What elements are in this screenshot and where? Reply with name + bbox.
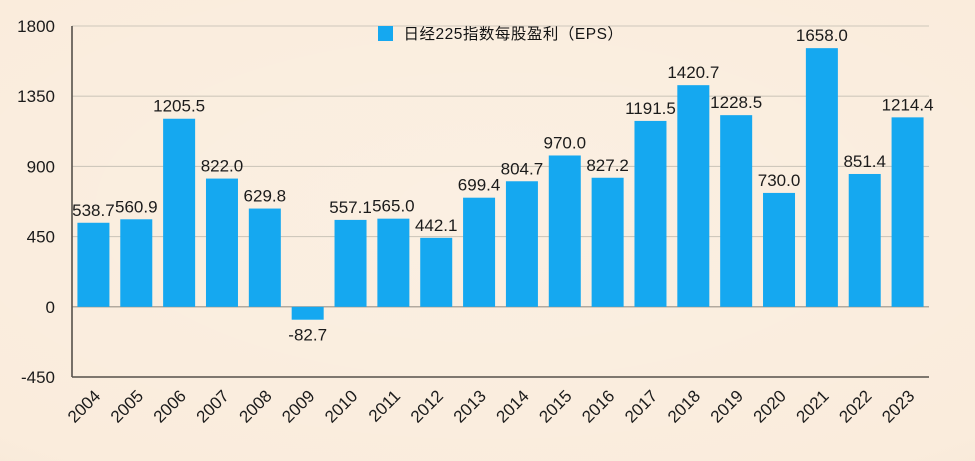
bar-value-label: 560.9 [115,197,158,216]
bar-2013 [463,197,496,307]
x-axis-tick-label: 2005 [107,386,147,426]
bar-value-label: 565.0 [372,197,415,216]
bar-value-label: 1205.5 [153,97,205,116]
x-axis-tick-label: 2007 [193,386,233,426]
x-axis-tick-label: 2020 [750,386,790,426]
bar-2007 [205,178,238,307]
bar-2016 [591,177,624,307]
x-axis-tick-label: 2021 [793,386,833,426]
bar-2012 [420,237,453,307]
x-axis-tick-label: 2004 [64,386,104,426]
bar-value-label: 827.2 [586,156,629,175]
x-axis-tick-label: 2014 [493,386,533,426]
bar-2009 [291,306,324,320]
bar-2004 [77,222,110,307]
bar-value-label: 851.4 [843,152,886,171]
y-axis-tick-label: 1350 [17,87,55,106]
bar-2015 [548,155,581,307]
bar-value-label: 804.7 [501,159,544,178]
x-axis-tick-label: 2015 [535,386,575,426]
bar-2017 [634,120,667,307]
x-axis-tick-label: 2013 [450,386,490,426]
bar-value-label: 538.7 [72,201,115,220]
bar-value-label: 730.0 [758,171,801,190]
bar-2010 [334,219,367,307]
x-axis-tick-label: 2008 [235,386,275,426]
y-axis-tick-label: 450 [27,228,55,247]
bar-value-label: 822.0 [201,157,244,176]
x-axis-tick-label: 2006 [150,386,190,426]
bar-2021 [805,48,838,307]
x-axis-tick-label: 2009 [278,386,318,426]
x-axis-tick-label: 2018 [664,386,704,426]
x-axis-tick-label: 2019 [707,386,747,426]
y-axis-tick-label: 0 [46,298,55,317]
x-axis-tick-label: 2017 [621,386,661,426]
bar-2008 [248,208,281,307]
bar-value-label: 1214.4 [882,95,934,114]
bar-2020 [763,192,796,307]
bar-2005 [120,219,153,307]
bar-2023 [891,117,924,307]
bar-2018 [677,85,710,307]
bar-value-label: 557.1 [329,198,372,217]
bar-value-label: 1420.7 [667,63,719,82]
y-axis-tick-label: -450 [21,368,55,387]
bar-2019 [720,115,753,307]
bar-2014 [505,181,538,307]
bar-2011 [377,218,410,307]
x-axis-tick-label: 2023 [878,386,918,426]
y-axis-tick-label: 900 [27,157,55,176]
bar-value-label: 1658.0 [796,26,848,45]
bar-value-label: 1228.5 [710,93,762,112]
bar-value-label: 629.8 [244,187,287,206]
bar-value-label: 970.0 [544,133,587,152]
y-axis-tick-label: 1800 [17,17,55,36]
bar-2006 [163,118,196,307]
x-axis-tick-label: 2012 [407,386,447,426]
bar-value-label: -82.7 [288,326,327,345]
bar-2022 [848,173,881,307]
bar-value-label: 1191.5 [625,99,676,118]
x-axis-tick-label: 2022 [835,386,875,426]
x-axis-tick-label: 2011 [365,386,404,425]
bar-value-label: 699.4 [458,176,501,195]
x-axis-tick-label: 2010 [321,386,361,426]
bar-value-label: 442.1 [415,216,458,235]
x-axis-tick-label: 2016 [578,386,618,426]
